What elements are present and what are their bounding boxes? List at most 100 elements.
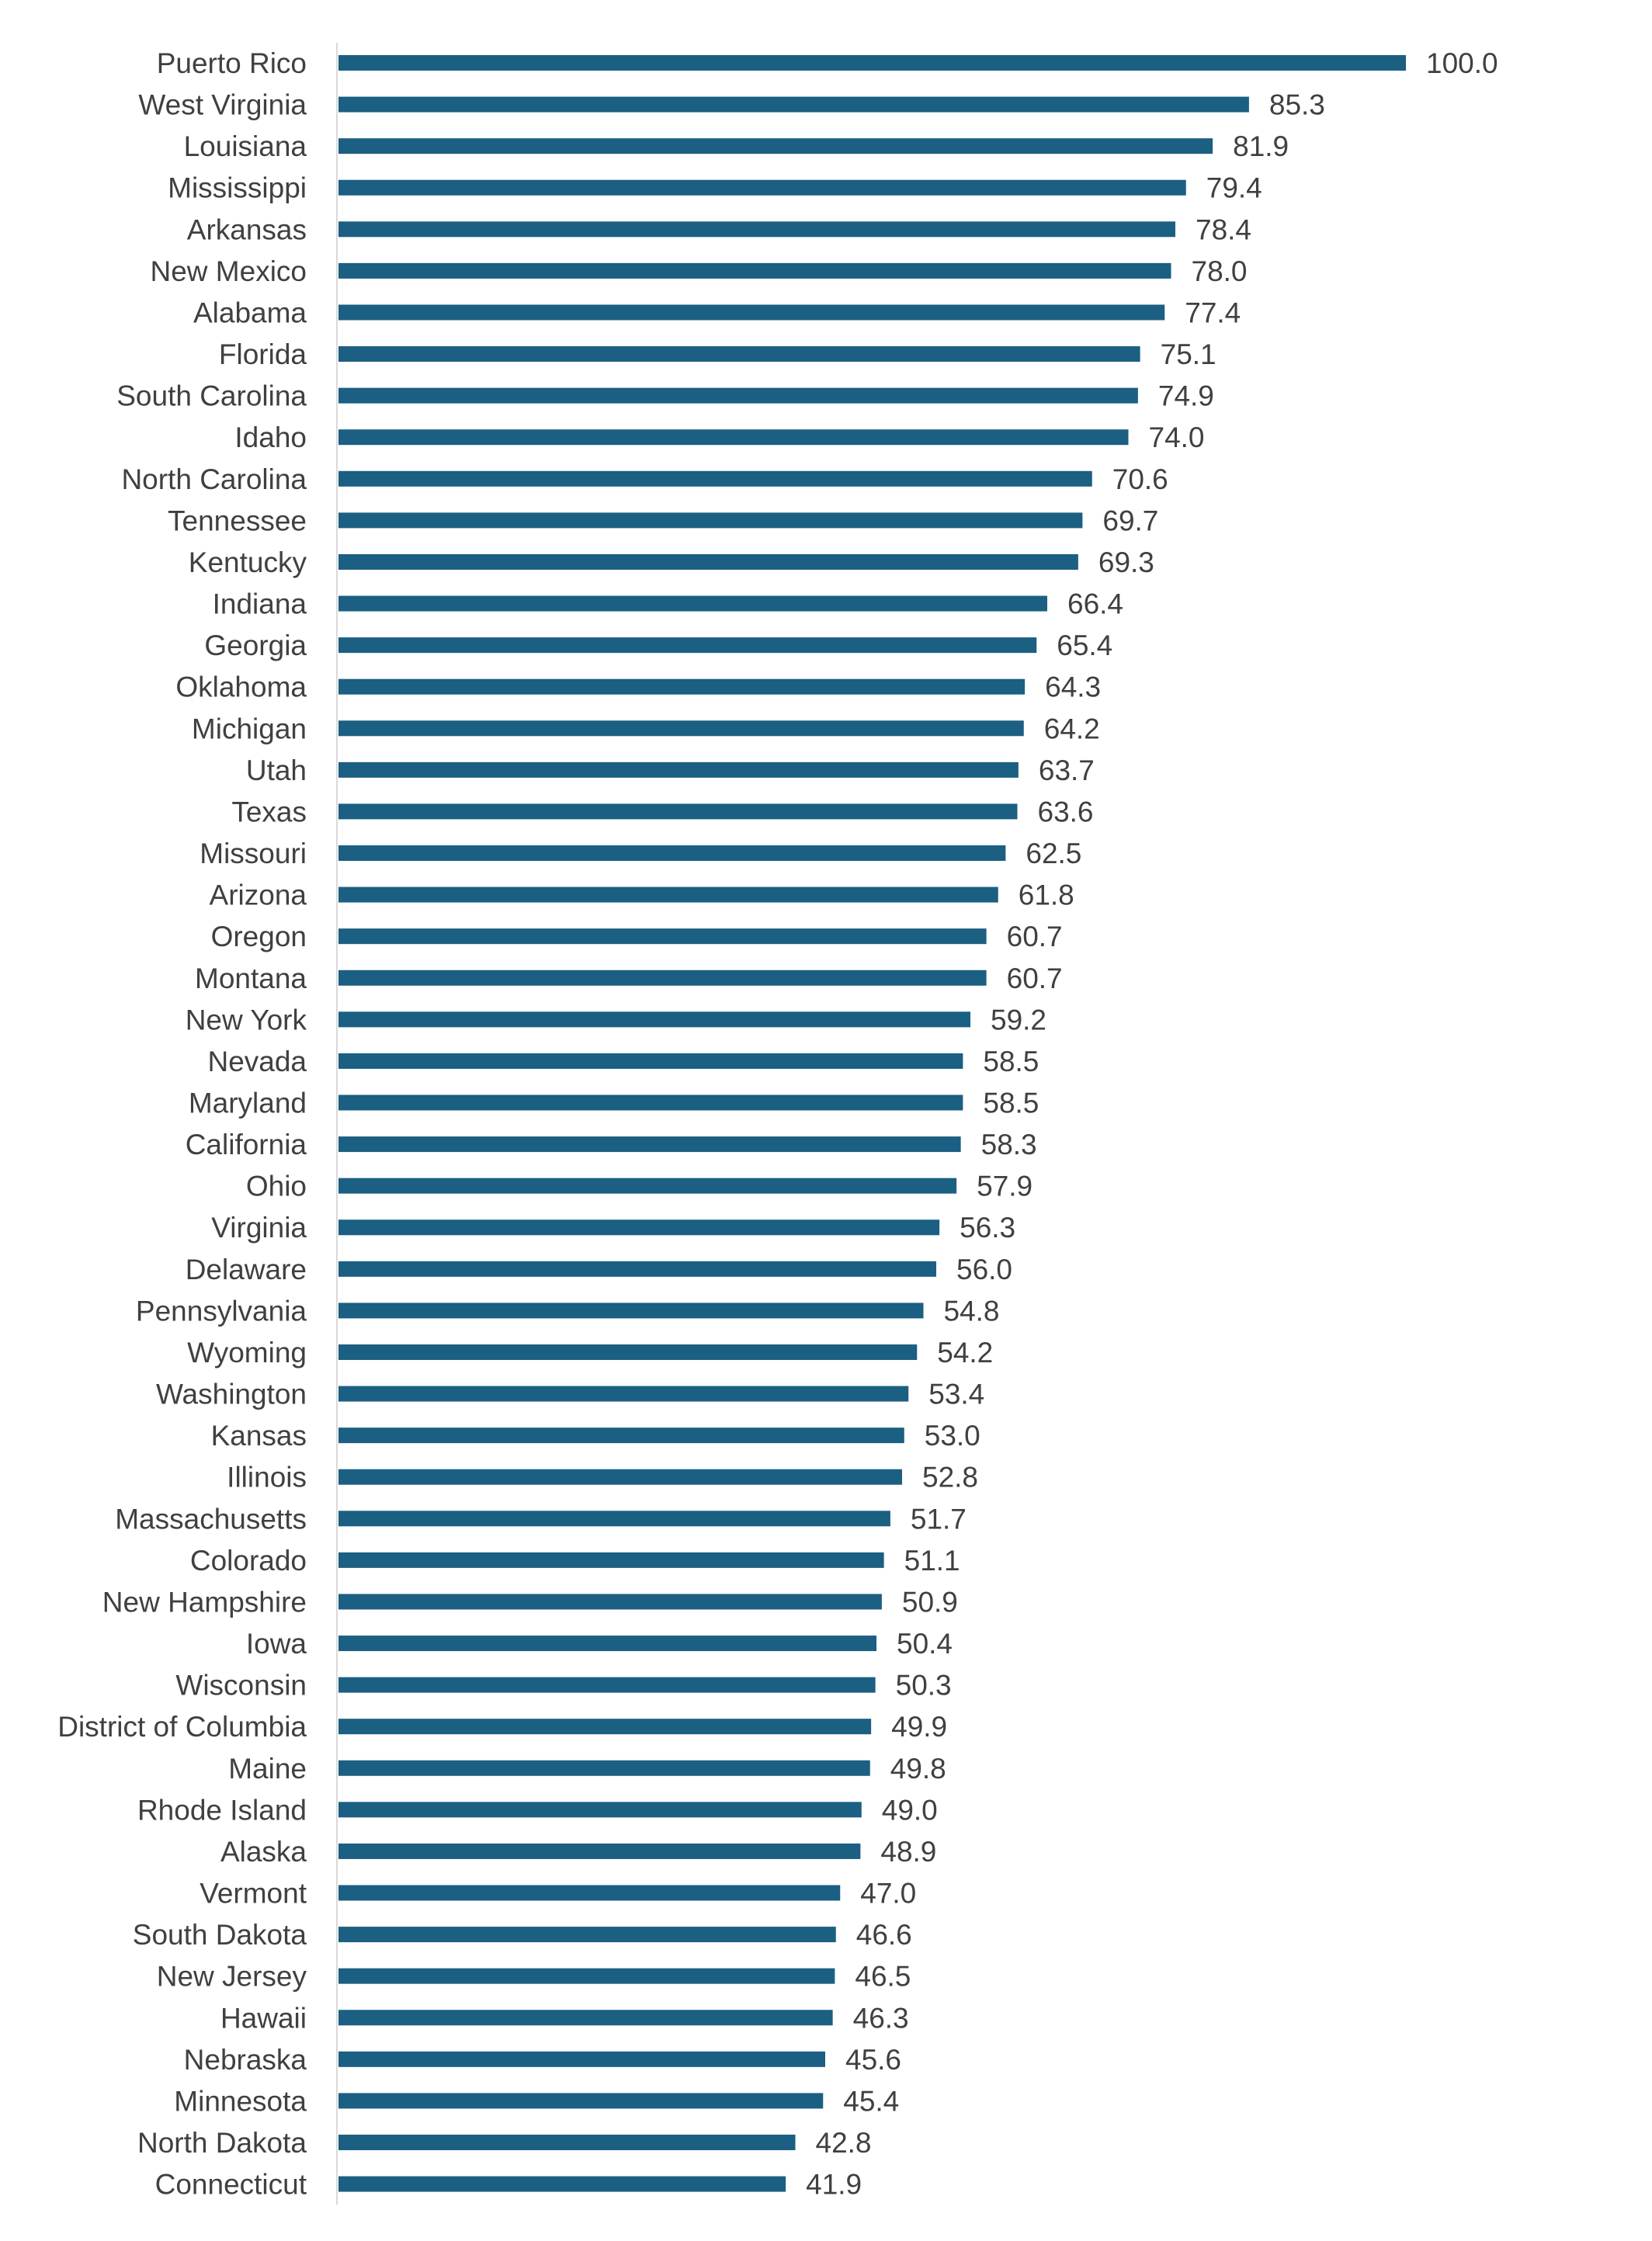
value-label: 42.8 xyxy=(816,2127,872,2159)
bar xyxy=(338,928,987,945)
bar xyxy=(338,553,1078,570)
category-label: Alaska xyxy=(220,1836,307,1868)
category-label: Virginia xyxy=(211,1212,307,1244)
category-label: Washington xyxy=(156,1379,307,1410)
bar xyxy=(338,1428,904,1444)
category-label: New Mexico xyxy=(151,255,307,287)
category-label: Ohio xyxy=(246,1171,307,1202)
category-label: California xyxy=(186,1129,307,1160)
value-label: 63.7 xyxy=(1039,755,1095,786)
value-label: 45.6 xyxy=(845,2044,901,2076)
value-label: 75.1 xyxy=(1161,338,1216,370)
bar xyxy=(338,1469,902,1485)
bar xyxy=(338,1053,963,1069)
value-label: 57.9 xyxy=(977,1171,1032,1202)
category-label: Minnesota xyxy=(174,2085,307,2117)
bar xyxy=(338,1968,835,1984)
value-label: 78.0 xyxy=(1192,255,1248,287)
value-label: 69.7 xyxy=(1102,505,1158,536)
value-label: 60.7 xyxy=(1007,963,1063,994)
category-label: Kansas xyxy=(211,1420,307,1452)
category-label: Maryland xyxy=(189,1088,307,1119)
value-label: 49.9 xyxy=(891,1711,947,1743)
value-label: 50.3 xyxy=(896,1670,952,1702)
value-label: 100.0 xyxy=(1426,47,1498,79)
value-label: 65.4 xyxy=(1057,630,1112,661)
category-label: Nevada xyxy=(207,1046,307,1077)
bar xyxy=(338,1927,836,1943)
category-label: Pennsylvania xyxy=(136,1295,307,1327)
value-label: 66.4 xyxy=(1067,588,1123,620)
value-label: 49.0 xyxy=(882,1794,938,1826)
category-label: Georgia xyxy=(204,630,307,661)
value-label: 50.9 xyxy=(902,1586,958,1618)
bar xyxy=(338,1303,924,1319)
bar xyxy=(338,2010,833,2026)
value-label: 77.4 xyxy=(1185,297,1241,328)
bar xyxy=(338,470,1092,487)
bar xyxy=(338,429,1129,446)
bar xyxy=(338,970,987,986)
value-label: 62.5 xyxy=(1026,838,1081,869)
category-label: Rhode Island xyxy=(137,1794,307,1826)
category-label: Colorado xyxy=(190,1545,307,1577)
value-label: 46.6 xyxy=(856,1919,912,1951)
value-label: 53.4 xyxy=(928,1379,984,1410)
value-label: 64.2 xyxy=(1044,713,1100,744)
category-label: North Carolina xyxy=(121,463,307,495)
bar xyxy=(338,637,1037,654)
bar xyxy=(338,262,1171,279)
bar xyxy=(338,1677,876,1693)
value-label: 45.4 xyxy=(843,2085,899,2117)
bar xyxy=(338,1760,870,1776)
value-label: 58.5 xyxy=(983,1046,1039,1077)
category-label: Illinois xyxy=(227,1462,307,1493)
bar xyxy=(338,886,998,903)
value-label: 56.0 xyxy=(956,1254,1012,1285)
bar xyxy=(338,720,1024,737)
category-label: Nebraska xyxy=(184,2044,307,2076)
bar xyxy=(338,1636,876,1652)
category-labels-layer: Puerto Rico West Virginia Louisiana Mississ… xyxy=(57,47,307,2201)
value-label: 54.2 xyxy=(937,1337,993,1369)
value-label: 51.7 xyxy=(911,1503,967,1535)
bar xyxy=(338,761,1019,778)
category-label: South Carolina xyxy=(116,380,307,412)
value-label: 51.1 xyxy=(904,1545,960,1577)
category-label: Arizona xyxy=(210,879,307,911)
bar xyxy=(338,304,1165,321)
value-label: 48.9 xyxy=(880,1836,936,1868)
category-label: Utah xyxy=(246,755,307,786)
value-label: 74.0 xyxy=(1149,421,1205,453)
bar xyxy=(338,1885,841,1901)
value-label: 53.0 xyxy=(925,1420,980,1452)
bar xyxy=(338,845,1006,862)
value-label: 79.4 xyxy=(1206,172,1262,204)
category-label: New Hampshire xyxy=(102,1586,307,1618)
value-label: 70.6 xyxy=(1112,463,1168,495)
category-label: Vermont xyxy=(200,1878,307,1910)
category-label: Michigan xyxy=(192,713,307,744)
bar xyxy=(338,1178,957,1194)
category-label: Wyoming xyxy=(187,1337,307,1369)
value-label: 52.8 xyxy=(922,1462,978,1493)
bar xyxy=(338,96,1249,113)
bar xyxy=(338,595,1047,612)
category-label: Missouri xyxy=(200,838,307,869)
value-label: 81.9 xyxy=(1233,130,1289,162)
bar xyxy=(338,1011,970,1028)
category-label: New Jersey xyxy=(157,1961,307,1993)
bar xyxy=(338,1219,940,1236)
value-label: 61.8 xyxy=(1019,879,1074,911)
category-label: Oklahoma xyxy=(175,671,307,703)
bar xyxy=(338,179,1186,196)
value-label: 54.8 xyxy=(944,1295,1000,1327)
bar xyxy=(338,1802,862,1818)
value-label: 46.3 xyxy=(853,2002,909,2034)
category-label: Florida xyxy=(219,338,307,370)
category-label: Tennessee xyxy=(168,505,307,536)
bar xyxy=(338,2093,824,2109)
bar xyxy=(338,1094,963,1111)
value-label: 78.4 xyxy=(1196,213,1251,245)
